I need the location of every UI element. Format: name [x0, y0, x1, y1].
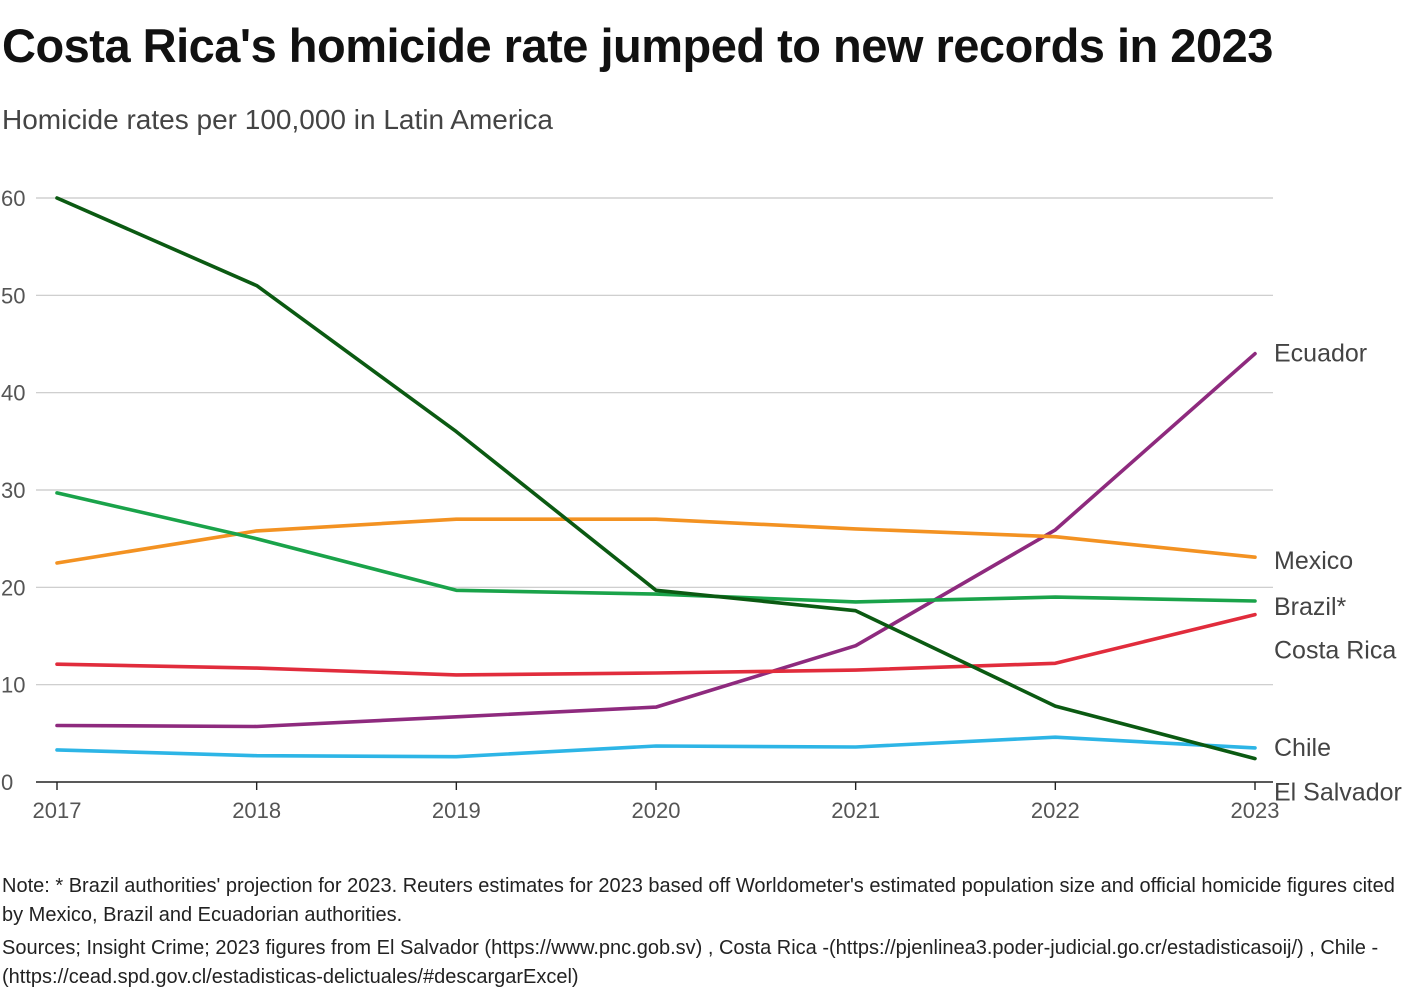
- series-label-costa-rica: Costa Rica: [1274, 637, 1396, 665]
- series-line-chile: [55, 735, 1257, 759]
- x-tick-label: 2019: [432, 798, 481, 823]
- series-lines: [55, 196, 1257, 761]
- x-tick-label: 2023: [1231, 798, 1280, 823]
- series-label-brazil: Brazil*: [1274, 593, 1347, 621]
- series-line-mexico: [55, 517, 1257, 565]
- footer-sources: Sources; Insight Crime; 2023 figures fro…: [2, 937, 1379, 988]
- series-label-mexico: Mexico: [1274, 547, 1353, 575]
- x-tick-label: 2020: [632, 798, 681, 823]
- y-tick-label: 30: [1, 478, 25, 503]
- x-tick-label: 2021: [831, 798, 880, 823]
- y-tick-label: 0: [1, 770, 13, 795]
- series-line-ecuador: [55, 351, 1257, 729]
- y-tick-label: 50: [1, 283, 25, 308]
- x-tick-label: 2022: [1031, 798, 1080, 823]
- series-label-ecuador: Ecuador: [1274, 340, 1367, 368]
- gridlines: [36, 197, 1273, 686]
- line-chart: 0 10 20 30 40 50 60 2017 2018 2019 2020 2021 2022 202…: [1, 186, 1402, 823]
- chart-footer: Note: * Brazil authorities' projection f…: [2, 872, 1412, 996]
- series-line-costa-rica: [55, 612, 1257, 677]
- series-labels: Ecuador Mexico Brazil* Costa Rica Chile El Sa…: [1274, 340, 1402, 807]
- y-tick-label: 10: [1, 673, 25, 698]
- series-label-el-salvador: El Salvador: [1274, 779, 1402, 807]
- series-label-chile: Chile: [1274, 734, 1331, 762]
- x-tick-label: 2017: [33, 798, 82, 823]
- x-tick-label: 2018: [232, 798, 281, 823]
- series-line-brazil: [55, 491, 1257, 604]
- chart-subtitle: Homicide rates per 100,000 in Latin Amer…: [2, 104, 553, 135]
- y-tick-label: 40: [1, 381, 25, 406]
- series-line-el-salvador: [55, 196, 1257, 761]
- footer-note: Note: * Brazil authorities' projection f…: [2, 875, 1395, 926]
- y-tick-label: 20: [1, 575, 25, 600]
- y-tick-label: 60: [1, 186, 25, 211]
- chart-title: Costa Rica's homicide rate jumped to new…: [2, 19, 1273, 72]
- axes: 0 10 20 30 40 50 60 2017 2018 2019 2020 2021 2022 202…: [1, 186, 1279, 823]
